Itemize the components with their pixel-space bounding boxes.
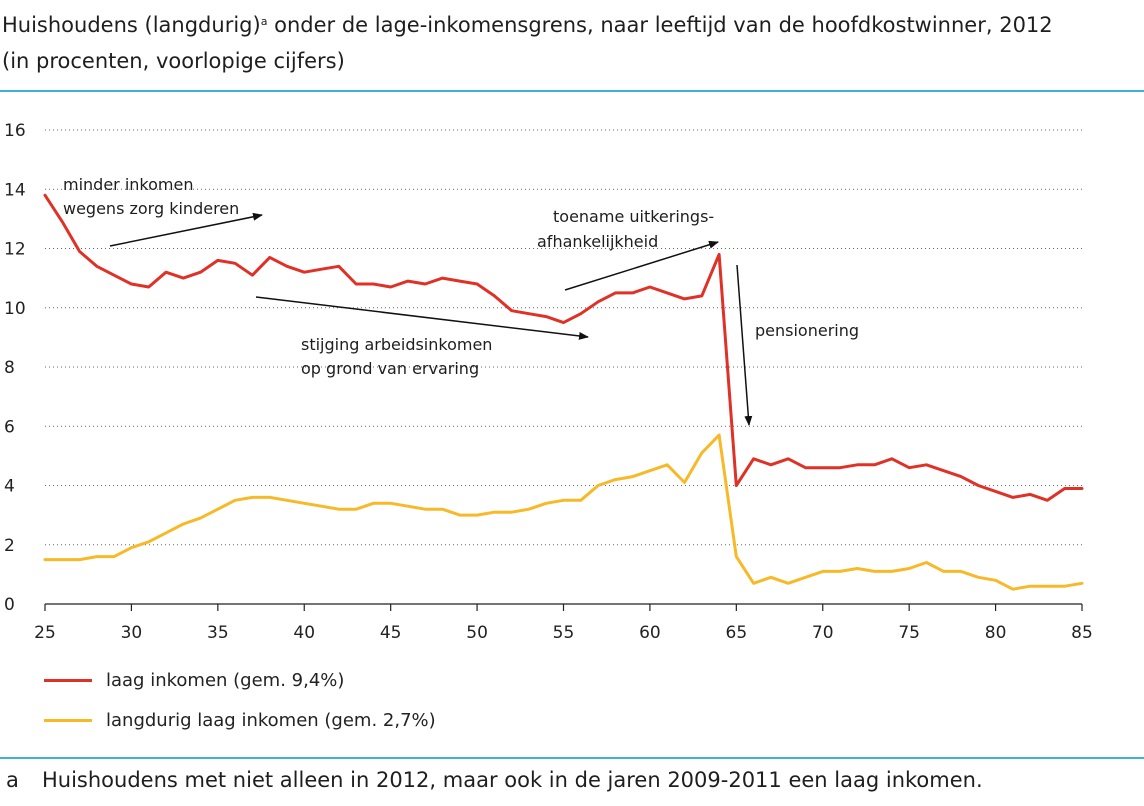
tick-labels: 0 2 4 6 8 10 12 14 16 25 30 35 40 45 50 55 60 65 70 75 80 85 [4,121,1093,643]
y-tick-label-0: 0 [4,595,15,615]
legend-swatch-yellow [44,718,92,722]
y-tick-label-8: 8 [4,358,15,378]
footnote-marker: a [6,768,19,792]
x-tick-label-25: 25 [34,623,56,643]
y-tick-label-12: 12 [4,240,26,260]
top-divider [0,90,1144,92]
arrow-pensioen [736,264,753,426]
annotations: minder inkomen wegens zorg kinderen stij… [63,175,859,426]
x-tick-label-80: 80 [985,623,1007,643]
footnote: a Huishoudens met niet alleen in 2012, ma… [6,768,983,792]
y-tick-label-14: 14 [4,180,26,200]
arrow-uitkering [564,240,719,291]
x-tick-label-45: 45 [380,623,402,643]
y-tick-label-4: 4 [4,477,15,497]
arrow-ervaring [255,296,589,340]
legend-label: laag inkomen (gem. 9,4%) [106,669,345,691]
y-tick-label-2: 2 [4,536,15,556]
annotation-uitkering-line2: afhankelijkheid [537,232,658,251]
annotation-zorg-line1: minder inkomen [63,175,193,194]
series-line-laag-inkomen [43,193,1084,502]
series-lines [43,193,1084,591]
y-tick-label-10: 10 [4,299,26,319]
title-main: Huishoudens (langdurig) [2,13,261,37]
y-tick-label-6: 6 [4,417,15,437]
x-tick-label-55: 55 [553,623,575,643]
title-superscript: a [260,15,268,28]
legend-swatch-red [44,678,92,682]
gridlines [45,129,1082,546]
arrow-zorg [109,212,263,247]
legend-item-laag-inkomen: laag inkomen (gem. 9,4%) [44,668,344,692]
y-tick-label-16: 16 [4,121,26,141]
annotation-pensioen: pensionering [755,321,859,340]
annotation-zorg-line2: wegens zorg kinderen [63,199,239,218]
x-tick-label-60: 60 [639,623,661,643]
title-line: Huishoudens (langdurig)a onder de lage-i… [2,4,1053,43]
series-line-langdurig [43,433,1084,591]
x-tick-label-30: 30 [121,623,143,643]
annotation-uitkering-line1: toename uitkerings- [553,207,714,226]
x-tick-label-70: 70 [812,623,834,643]
x-tick-label-35: 35 [207,623,229,643]
annotation-ervaring-line2: op grond van ervaring [301,359,479,378]
title-rest: onder de lage-inkomensgrens, naar leefti… [267,13,1053,37]
footnote-text: Huishoudens met niet alleen in 2012, maa… [42,768,983,792]
bottom-divider [0,757,1144,759]
x-tick-label-50: 50 [466,623,488,643]
x-tick-label-65: 65 [726,623,748,643]
x-tick-label-75: 75 [898,623,920,643]
axes [44,603,1083,611]
x-tick-label-40: 40 [293,623,315,643]
chart-title: Huishoudens (langdurig)a onder de lage-i… [2,4,1053,79]
x-tick-label-85: 85 [1071,623,1093,643]
chart-subtitle: (in procenten, voorlopige cijfers) [2,49,345,73]
legend-item-langdurig: langdurig laag inkomen (gem. 2,7%) [44,708,436,732]
legend-label: langdurig laag inkomen (gem. 2,7%) [106,709,436,731]
annotation-ervaring-line1: stijging arbeidsinkomen [301,335,492,354]
